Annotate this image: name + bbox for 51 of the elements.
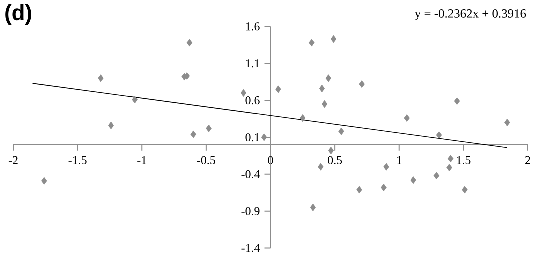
point	[462, 186, 468, 194]
point	[338, 128, 344, 136]
point	[41, 177, 48, 185]
x-tick-label: 1.5	[457, 156, 471, 164]
point	[98, 74, 104, 82]
point	[309, 39, 315, 47]
point	[190, 130, 196, 138]
y-tick-label: 0.1	[246, 133, 260, 142]
point	[322, 100, 328, 108]
point	[446, 164, 452, 172]
y-tick-label: 1.6	[246, 22, 260, 31]
point	[448, 155, 454, 163]
point	[359, 80, 365, 88]
point	[410, 176, 416, 184]
x-tick-label: -0.5	[197, 156, 216, 165]
point	[404, 114, 410, 122]
point	[454, 98, 460, 106]
point	[186, 39, 193, 47]
x-tick-label: 2	[526, 156, 530, 164]
point	[240, 89, 247, 97]
point	[434, 172, 440, 180]
x-tick-label: 0.5	[328, 156, 342, 165]
text: y = -0.2362x + 0.3916	[415, 10, 526, 20]
point	[310, 204, 316, 212]
point	[108, 122, 114, 130]
point	[132, 96, 138, 104]
point	[326, 74, 332, 82]
point	[300, 114, 306, 122]
point	[276, 86, 282, 94]
x-tick-label: 0	[268, 156, 274, 164]
point	[261, 134, 268, 142]
point	[436, 132, 442, 140]
point	[318, 163, 324, 171]
point	[356, 186, 362, 194]
point	[504, 118, 510, 127]
y-tick-label: -0.4	[242, 170, 260, 178]
point	[384, 163, 390, 171]
x-tick-label: -2	[8, 156, 18, 164]
chart-title: (d)	[6, 4, 32, 25]
point	[381, 184, 387, 192]
y-tick-label: -1.4	[242, 244, 260, 252]
y-tick-label: 1.1	[246, 60, 260, 68]
point	[330, 35, 337, 44]
point	[319, 84, 326, 93]
point	[328, 147, 334, 155]
x-tick-label: -1.5	[68, 156, 87, 164]
x-tick-label: 1	[397, 156, 402, 164]
y-tick-label: 0.6	[246, 96, 260, 105]
point	[206, 124, 212, 132]
y-tick-label: -0.9	[242, 207, 260, 216]
x-tick-label: -1	[138, 156, 146, 164]
